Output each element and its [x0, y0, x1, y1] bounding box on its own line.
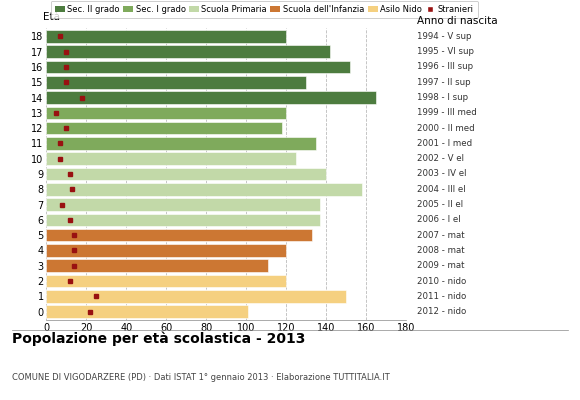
- Text: Popolazione per età scolastica - 2013: Popolazione per età scolastica - 2013: [12, 332, 305, 346]
- Text: 2002 - V el: 2002 - V el: [417, 154, 464, 163]
- Text: Età: Età: [43, 12, 60, 22]
- Bar: [46, 229, 312, 242]
- Text: 2010 - nido: 2010 - nido: [417, 276, 466, 286]
- Bar: [46, 106, 286, 119]
- Bar: [46, 30, 286, 43]
- Text: 1999 - III med: 1999 - III med: [417, 108, 477, 117]
- Text: 1998 - I sup: 1998 - I sup: [417, 93, 468, 102]
- Legend: Sec. II grado, Sec. I grado, Scuola Primaria, Scuola dell'Infanzia, Asilo Nido, : Sec. II grado, Sec. I grado, Scuola Prim…: [50, 1, 478, 18]
- Bar: [46, 122, 282, 134]
- Bar: [46, 198, 320, 211]
- Text: 2001 - I med: 2001 - I med: [417, 139, 472, 148]
- Text: 2008 - mat: 2008 - mat: [417, 246, 465, 255]
- Text: 1994 - V sup: 1994 - V sup: [417, 32, 472, 41]
- Bar: [46, 76, 306, 88]
- Text: 2005 - II el: 2005 - II el: [417, 200, 463, 209]
- Bar: [46, 214, 320, 226]
- Bar: [46, 244, 286, 257]
- Text: 2009 - mat: 2009 - mat: [417, 261, 465, 270]
- Bar: [46, 275, 286, 287]
- Bar: [46, 61, 350, 73]
- Text: 1997 - II sup: 1997 - II sup: [417, 78, 470, 87]
- Bar: [46, 137, 316, 150]
- Bar: [46, 91, 376, 104]
- Text: Anno di nascita: Anno di nascita: [417, 16, 498, 26]
- Text: 1996 - III sup: 1996 - III sup: [417, 62, 473, 72]
- Bar: [46, 168, 326, 180]
- Bar: [46, 152, 296, 165]
- Bar: [46, 260, 268, 272]
- Text: 2012 - nido: 2012 - nido: [417, 307, 466, 316]
- Text: 2003 - IV el: 2003 - IV el: [417, 170, 466, 178]
- Bar: [46, 46, 330, 58]
- Bar: [46, 183, 362, 196]
- Text: 2011 - nido: 2011 - nido: [417, 292, 466, 301]
- Text: COMUNE DI VIGODARZERE (PD) · Dati ISTAT 1° gennaio 2013 · Elaborazione TUTTITALI: COMUNE DI VIGODARZERE (PD) · Dati ISTAT …: [12, 373, 389, 382]
- Text: 2006 - I el: 2006 - I el: [417, 215, 461, 224]
- Bar: [46, 290, 346, 302]
- Text: 2004 - III el: 2004 - III el: [417, 185, 466, 194]
- Text: 1995 - VI sup: 1995 - VI sup: [417, 47, 474, 56]
- Bar: [46, 305, 248, 318]
- Text: 2000 - II med: 2000 - II med: [417, 124, 474, 133]
- Text: 2007 - mat: 2007 - mat: [417, 231, 465, 240]
